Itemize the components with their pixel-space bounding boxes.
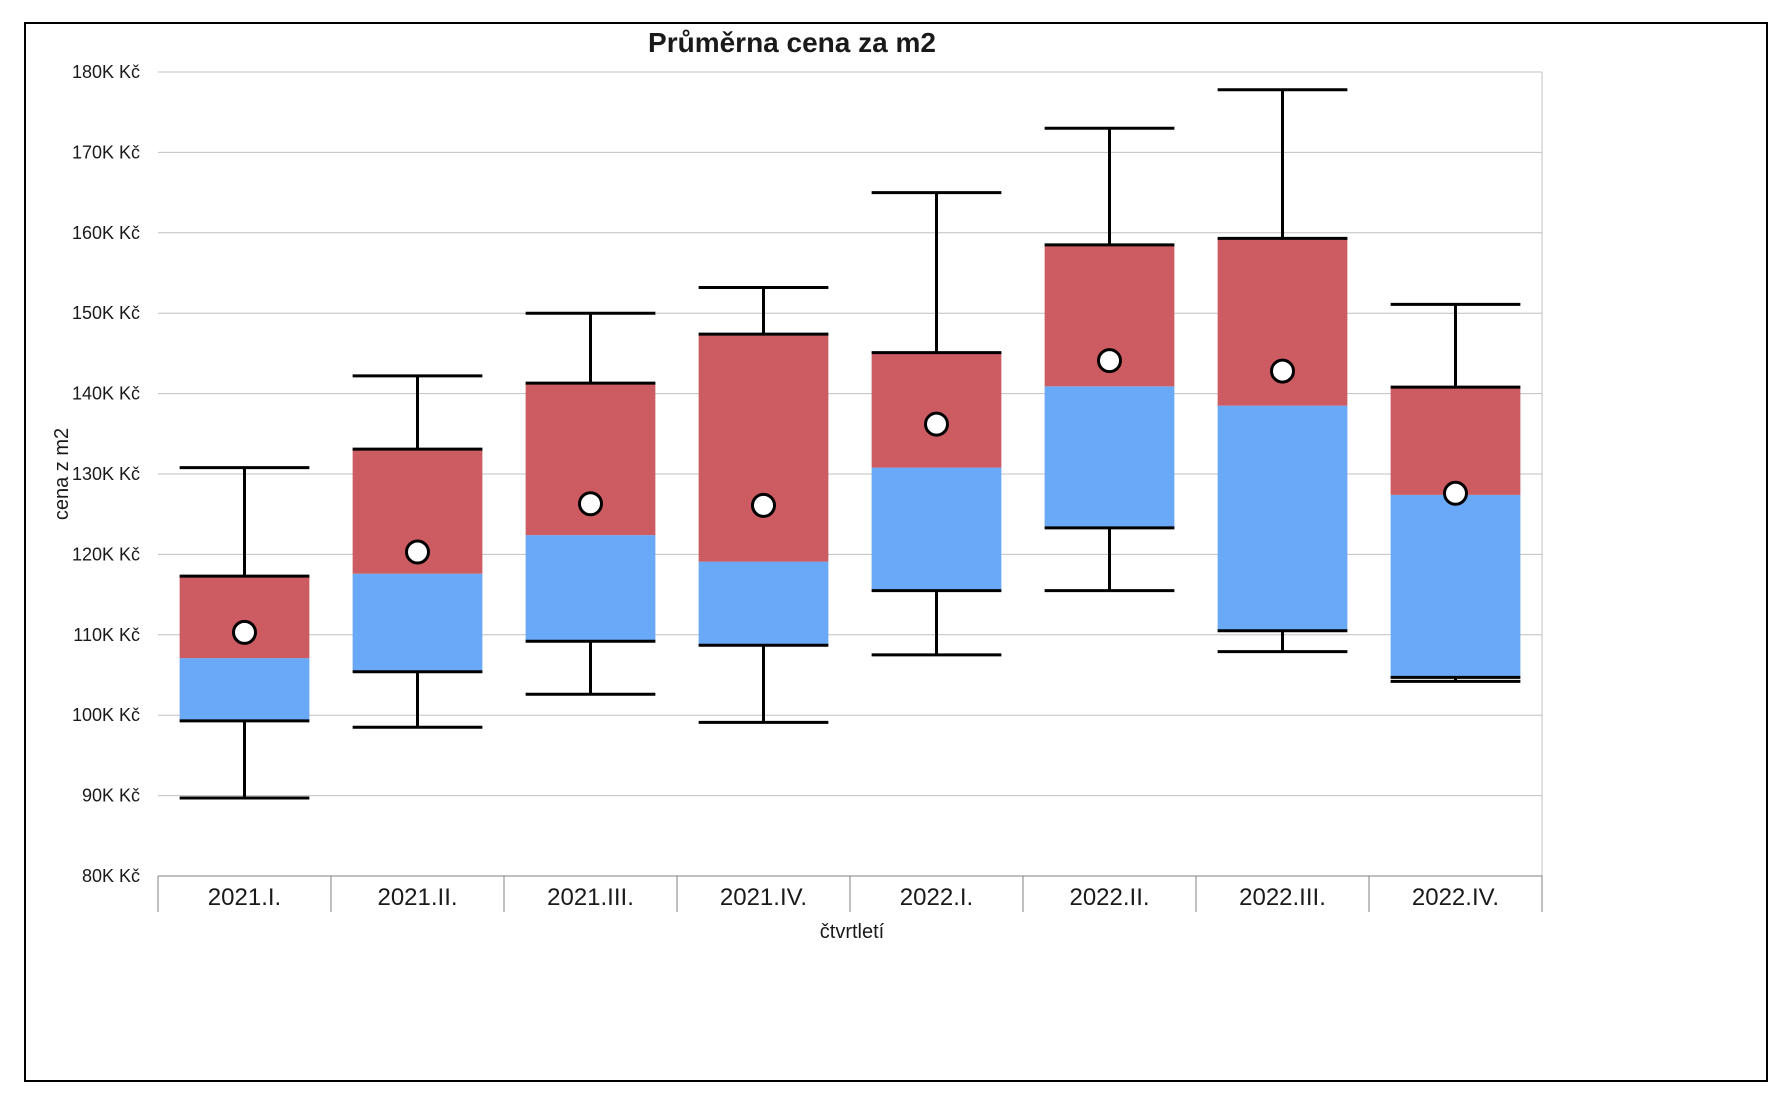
mean-marker [1097,348,1122,374]
upper-box [1390,387,1521,495]
mean-marker [1443,480,1468,506]
y-tick-label: 160K Kč [72,223,140,243]
y-tick-label: 130K Kč [72,464,140,484]
x-axis: 2021.I. 2021.II. 2021.III. 2021.IV. 2022.I. 2… [157,875,1543,912]
x-tick-label: 2022.I. [900,884,973,911]
x-tick-label: 2021.II. [377,884,457,911]
lower-box [179,658,310,721]
box-series [179,88,1521,800]
y-tick-label: 100K Kč [72,705,140,725]
lower-box [1390,494,1521,678]
y-tick-label: 150K Kč [72,303,140,323]
x-tick-label: 2022.III. [1239,884,1326,911]
x-axis-title: čtvrtletí [820,921,885,943]
chart-frame: Průměrna cena za m2 80K Kč 90K Kč 100K Kč 1… [24,22,1768,1082]
x-tick-label: 2021.I. [208,884,281,911]
lower-box [525,535,656,642]
upper-box [698,334,829,562]
box-2022.I. [871,191,1002,657]
y-tick-label: 80K Kč [82,866,140,886]
box-2022.III. [1217,88,1348,654]
box-plot-chart: Průměrna cena za m2 80K Kč 90K Kč 100K Kč 1… [51,27,1543,943]
lower-box [871,467,1002,591]
y-tick-label: 170K Kč [72,142,140,162]
mean-marker [405,539,430,565]
upper-box [179,576,310,659]
y-axis-tick-labels: 80K Kč 90K Kč 100K Kč 110K Kč 120K Kč 130K Kč… [72,62,140,886]
x-tick-label: 2022.IV. [1412,884,1499,911]
box-2021.II. [352,374,483,729]
y-tick-label: 120K Kč [72,544,140,564]
box-2021.I. [179,466,310,800]
mean-marker [924,411,949,437]
chart-title: Průměrna cena za m2 [648,27,936,58]
y-axis-title: cena z m2 [51,428,73,520]
box-2022.IV. [1390,302,1521,683]
y-tick-label: 140K Kč [72,384,140,404]
mean-marker [578,491,603,517]
x-tick-label: 2021.III. [547,884,634,911]
lower-box [698,561,829,646]
x-tick-label: 2021.IV. [720,884,807,911]
mean-marker [232,619,257,645]
lower-box [352,573,483,672]
box-2022.II. [1044,126,1175,593]
lower-box [1044,386,1175,528]
x-tick-label: 2022.II. [1069,884,1149,911]
upper-box [871,352,1002,468]
mean-marker [751,492,776,518]
lower-box [1217,405,1348,631]
y-tick-label: 110K Kč [73,625,140,645]
box-2021.IV. [698,285,829,724]
y-tick-label: 180K Kč [72,62,140,82]
mean-marker [1270,358,1295,384]
y-tick-label: 90K Kč [82,786,140,806]
box-2021.III. [525,311,656,696]
